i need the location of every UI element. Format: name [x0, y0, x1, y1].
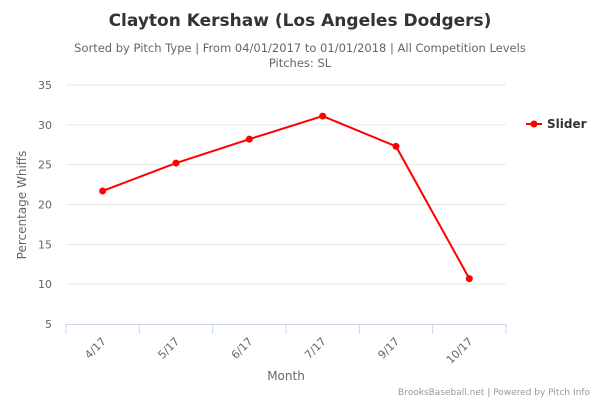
data-point[interactable]: [99, 187, 107, 195]
y-tick-label: 35: [38, 79, 52, 92]
x-tick-label: 7/17: [302, 335, 329, 362]
x-axis-label: Month: [267, 369, 305, 383]
chart-title: Clayton Kershaw (Los Angeles Dodgers): [109, 11, 492, 31]
x-tick-label: 10/17: [444, 335, 476, 367]
chart-subtitle: Sorted by Pitch Type | From 04/01/2017 t…: [74, 41, 526, 55]
y-tick-label: 15: [38, 238, 52, 251]
chart-subtitle-pitches: Pitches: SL: [269, 56, 332, 70]
credit-text[interactable]: BrooksBaseball.net | Powered by Pitch In…: [398, 388, 590, 398]
data-point[interactable]: [172, 159, 180, 167]
y-tick-label: 30: [38, 119, 52, 132]
y-tick-label: 5: [45, 318, 52, 331]
data-point[interactable]: [319, 112, 327, 120]
x-tick-label: 4/17: [82, 335, 109, 362]
y-axis-label: Percentage Whiffs: [15, 151, 29, 260]
legend-marker-icon: [530, 120, 538, 128]
x-tick-label: 6/17: [229, 335, 256, 362]
y-tick-label: 20: [38, 199, 52, 212]
series-line-slider: [102, 115, 471, 280]
data-point[interactable]: [245, 135, 253, 143]
x-tick-label: 9/17: [375, 335, 402, 362]
data-point[interactable]: [392, 142, 400, 150]
data-point[interactable]: [465, 275, 473, 283]
x-tick-label: 5/17: [155, 335, 182, 362]
legend-label: Slider: [547, 117, 587, 131]
y-tick-label: 10: [38, 278, 52, 291]
legend-item-slider[interactable]: Slider: [526, 117, 587, 131]
y-tick-label: 25: [38, 159, 52, 172]
